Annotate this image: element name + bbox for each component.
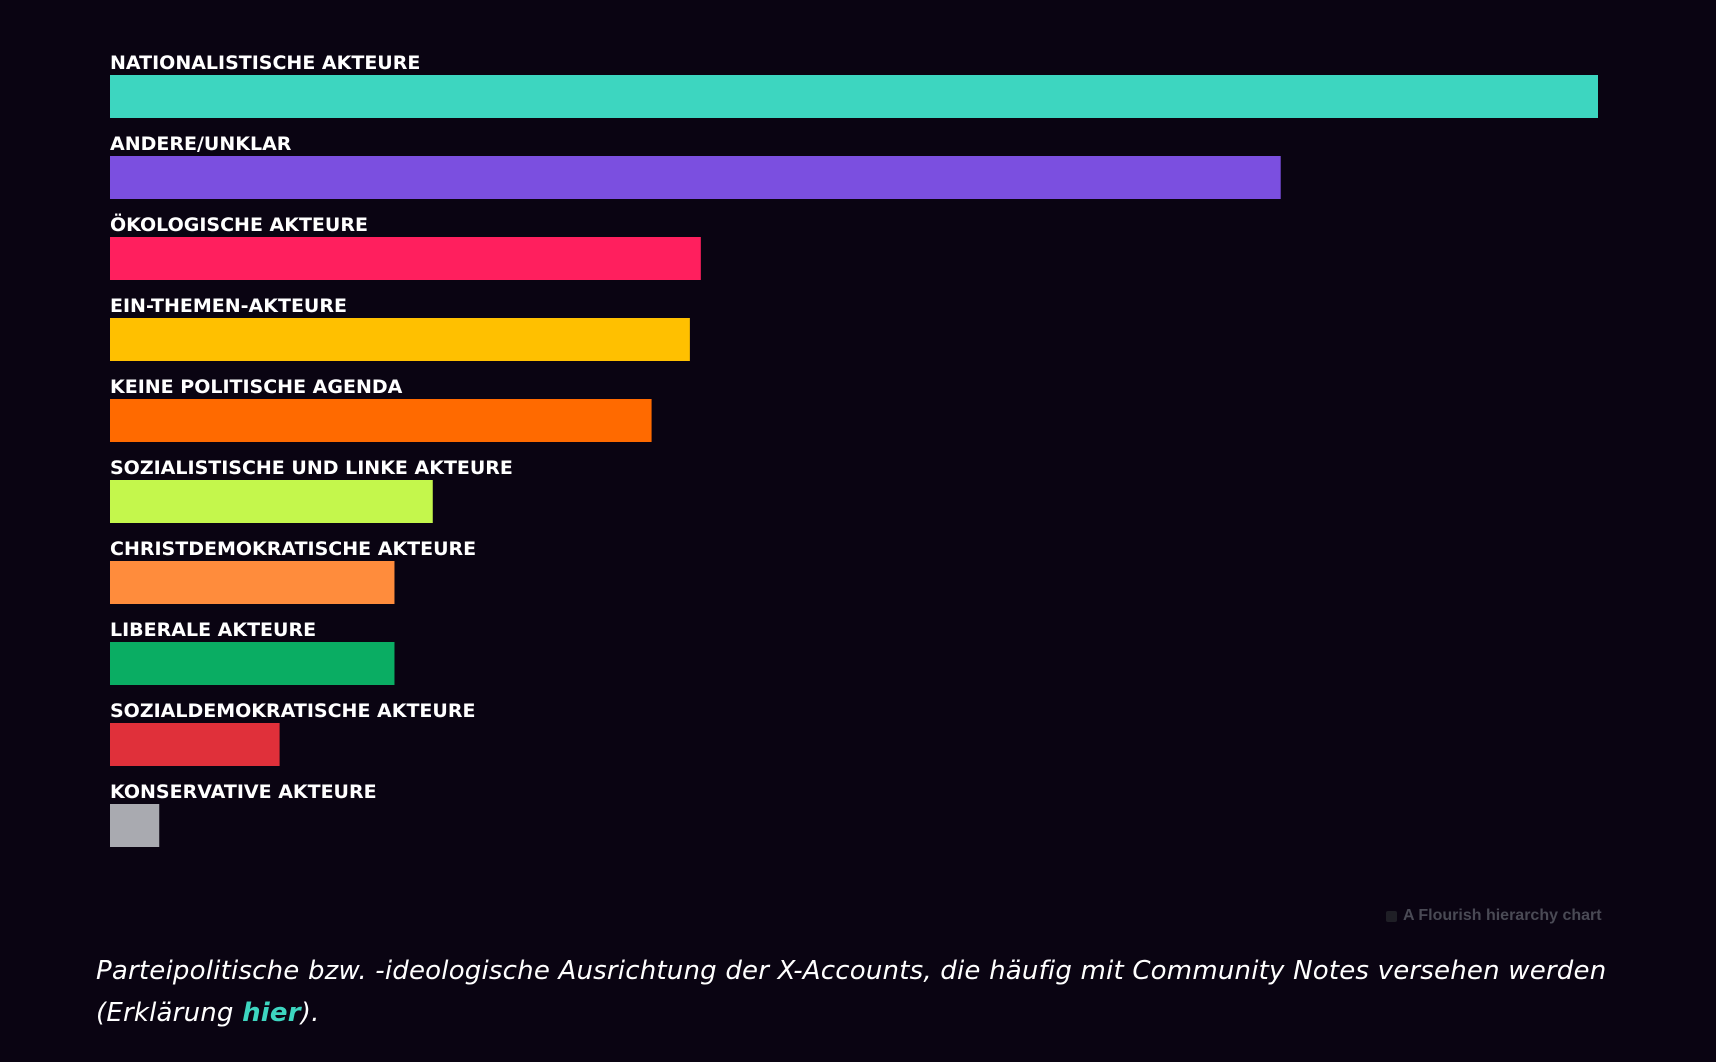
bar-label: EIN-THEMEN-AKTEURE bbox=[110, 295, 347, 317]
bar-label: NATIONALISTISCHE AKTEURE bbox=[110, 52, 420, 74]
bar[interactable] bbox=[110, 75, 1598, 118]
bar[interactable] bbox=[110, 804, 160, 847]
caption-link-hier[interactable]: hier bbox=[242, 998, 301, 1028]
caption-text: Parteipolitische bzw. -ideologische Ausr… bbox=[96, 956, 1607, 1028]
bar-label: SOZIALDEMOKRATISCHE AKTEURE bbox=[110, 700, 475, 722]
bar[interactable] bbox=[110, 561, 395, 604]
bar[interactable] bbox=[110, 399, 652, 442]
bar[interactable] bbox=[110, 237, 701, 280]
chart-caption: Parteipolitische bzw. -ideologische Ausr… bbox=[96, 950, 1676, 1034]
bar-label: LIBERALE AKTEURE bbox=[110, 619, 316, 641]
flourish-logo-icon bbox=[1386, 910, 1397, 922]
bar-label: ANDERE/UNKLAR bbox=[110, 133, 292, 155]
bar-label: ÖKOLOGISCHE AKTEURE bbox=[110, 212, 368, 236]
bar[interactable] bbox=[110, 318, 690, 361]
bar-label: SOZIALISTISCHE UND LINKE AKTEURE bbox=[110, 457, 513, 479]
flourish-credit-text: A Flourish hierarchy chart bbox=[1403, 907, 1602, 924]
bar[interactable] bbox=[110, 642, 395, 685]
bar[interactable] bbox=[110, 156, 1281, 199]
caption-text-end: ). bbox=[300, 998, 320, 1028]
bar[interactable] bbox=[110, 723, 280, 766]
bar-label: KEINE POLITISCHE AGENDA bbox=[110, 376, 403, 398]
bar-label: CHRISTDEMOKRATISCHE AKTEURE bbox=[110, 538, 476, 560]
flourish-credit[interactable]: A Flourish hierarchy chart bbox=[1386, 907, 1602, 925]
bar-label: KONSERVATIVE AKTEURE bbox=[110, 781, 377, 803]
bar[interactable] bbox=[110, 480, 433, 523]
